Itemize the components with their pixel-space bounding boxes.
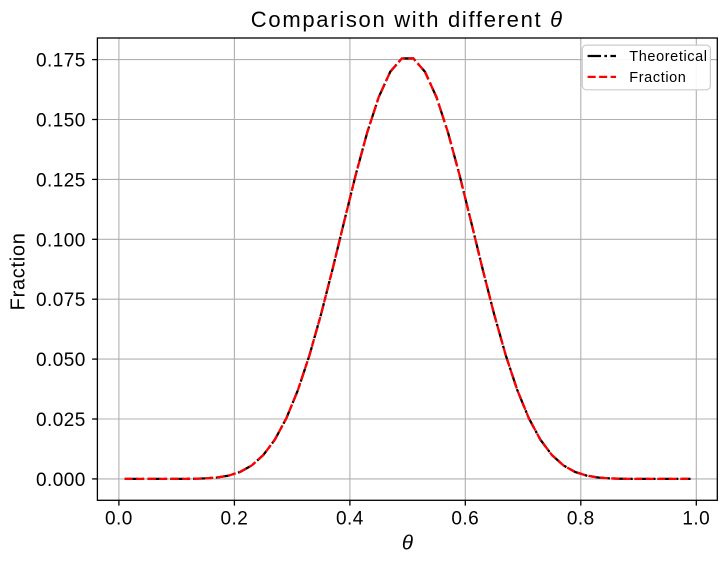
svg-text:Fraction: Fraction	[7, 232, 29, 310]
svg-text:0.8: 0.8	[567, 509, 595, 530]
svg-text:1.0: 1.0	[682, 509, 710, 530]
svg-text:0.000: 0.000	[36, 470, 86, 491]
svg-text:Theoretical: Theoretical	[629, 49, 707, 65]
svg-text:0.125: 0.125	[36, 170, 86, 191]
svg-text:0.025: 0.025	[36, 410, 86, 431]
svg-text:0.6: 0.6	[451, 509, 479, 530]
svg-text:0.075: 0.075	[36, 290, 86, 311]
svg-text:0.150: 0.150	[36, 111, 86, 132]
svg-text:0.0: 0.0	[105, 509, 133, 530]
svg-text:0.2: 0.2	[221, 509, 249, 530]
svg-text:0.050: 0.050	[36, 350, 86, 371]
svg-text:θ: θ	[402, 531, 413, 554]
svg-text:0.175: 0.175	[36, 51, 86, 72]
svg-text:Fraction: Fraction	[629, 70, 686, 86]
svg-text:0.100: 0.100	[36, 230, 86, 251]
svg-text:0.4: 0.4	[336, 509, 364, 530]
svg-text:Comparison with different θ: Comparison with different θ	[251, 7, 564, 32]
